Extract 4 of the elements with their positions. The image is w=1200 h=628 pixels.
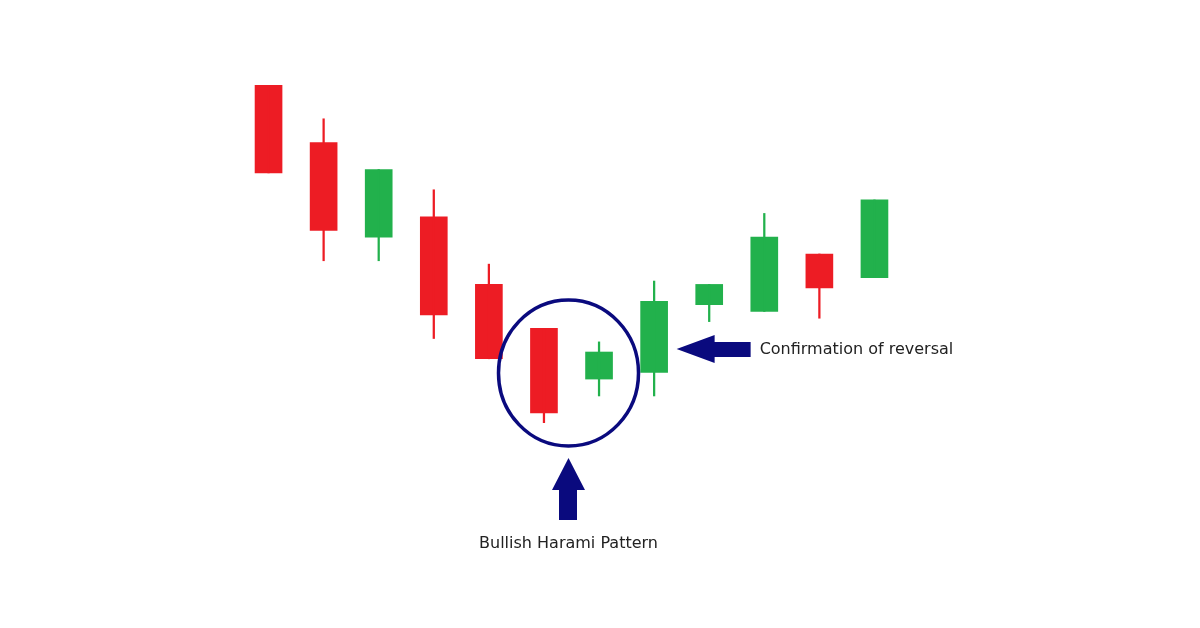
- candlestick: [860, 199, 889, 278]
- text: Bullish Harami Pattern: [479, 533, 658, 553]
- candlestick: [254, 85, 283, 174]
- annotation: Confirmation of reversal: [759, 339, 954, 359]
